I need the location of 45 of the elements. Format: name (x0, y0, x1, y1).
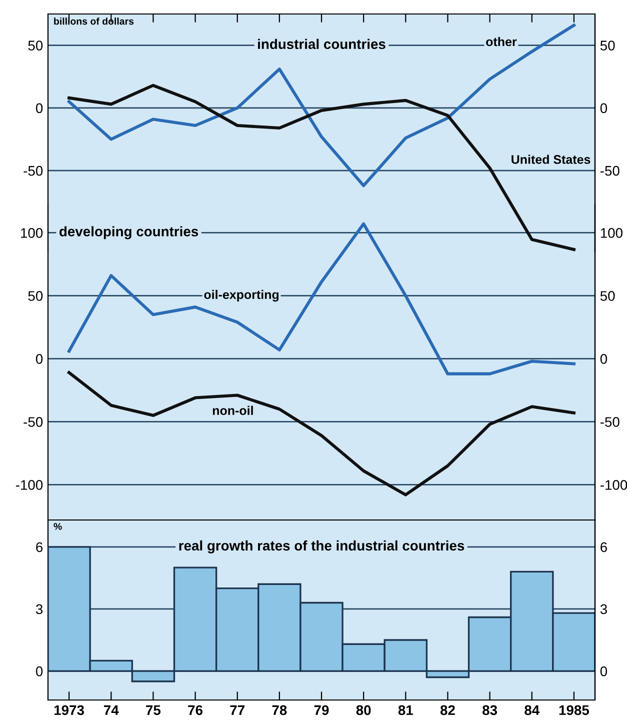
x-tick-label: 81 (398, 705, 413, 716)
series-label: other (486, 36, 517, 46)
x-tick-label: 74 (104, 705, 119, 715)
x-tick-label: 78 (272, 705, 287, 716)
x-tick-label: 1973 (54, 705, 84, 716)
y2-tick-label: 0 (600, 354, 608, 364)
series-label: oil-exporting (204, 290, 279, 302)
y-tick-label: 0 (36, 354, 43, 364)
series-label: United States (512, 154, 590, 164)
x-tick-label: 76 (188, 705, 202, 716)
y-tick-label: -50 (24, 166, 43, 176)
y-tick-label: 50 (28, 291, 43, 301)
y-tick-label: 50 (28, 40, 43, 50)
x-tick-label: 84 (524, 705, 540, 716)
y2-tick-label: 50 (600, 40, 615, 50)
y-tick-label: 0 (36, 103, 43, 114)
y2-tick-label: 0 (600, 666, 608, 676)
y2-tick-label: -100 (600, 480, 627, 490)
y2-tick-label: 50 (600, 291, 615, 301)
y2-tick-label: 0 (600, 103, 608, 114)
text: industrial countries (258, 38, 386, 50)
y2-tick-label: 6 (600, 542, 607, 552)
x-tick-label: 80 (356, 705, 371, 716)
y2-tick-label: -50 (600, 417, 620, 427)
y-axis-title: billions of dollars (54, 18, 134, 25)
x-tick-label: 77 (230, 705, 244, 715)
text: real growth rates of the industrial countries (179, 540, 464, 554)
y-tick-label: 0 (36, 666, 43, 676)
y2-tick-label: 3 (600, 604, 607, 614)
text: developing countries (60, 226, 198, 240)
y-tick-label: 6 (36, 542, 43, 552)
y-tick-label: -50 (24, 417, 43, 427)
x-tick-label: 75 (146, 705, 161, 716)
y-tick-label: 3 (36, 604, 43, 614)
series-label: non-oil (212, 406, 253, 415)
x-tick-label: 83 (482, 705, 498, 716)
line-series (68, 371, 576, 496)
y-tick-label: -100 (16, 480, 43, 490)
x-tick-label: 82 (440, 705, 455, 716)
y2-tick-label: -50 (600, 166, 620, 176)
x-tick-label: 1985 (559, 705, 590, 716)
x-tick-label: 79 (314, 705, 329, 716)
y2-tick-label: 100 (600, 228, 622, 238)
y-axis-title: % (54, 522, 62, 530)
y-tick-label: 100 (21, 228, 43, 238)
